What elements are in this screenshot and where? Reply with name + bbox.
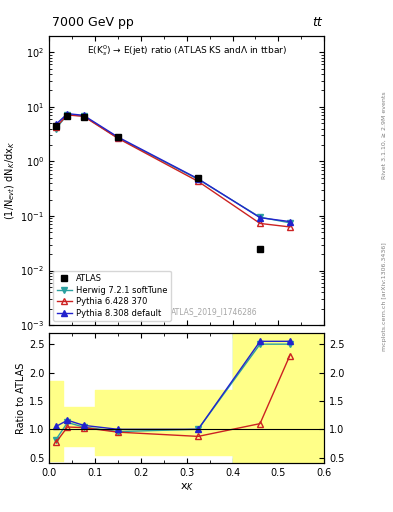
Herwig 7.2.1 softTune (65, 112, 70, 118)
Pythia 8.308 default (196, 176, 200, 182)
Pythia 6.428 370 (288, 224, 292, 230)
Herwig 7.2.1 softTune (53, 125, 59, 132)
ATLAS (258, 246, 263, 252)
Pythia 8.308 default (53, 121, 59, 127)
X-axis label: x$_K$: x$_K$ (180, 481, 194, 493)
Pythia 8.308 default (288, 219, 292, 225)
Text: mcplots.cern.ch [arXiv:1306.3436]: mcplots.cern.ch [arXiv:1306.3436] (382, 243, 387, 351)
Line: Herwig 7.2.1 softTune: Herwig 7.2.1 softTune (53, 112, 293, 226)
Pythia 8.308 default (65, 111, 70, 117)
Pythia 8.308 default (81, 112, 86, 118)
Herwig 7.2.1 softTune (81, 113, 86, 119)
Line: Pythia 8.308 default: Pythia 8.308 default (53, 111, 293, 225)
Line: ATLAS: ATLAS (53, 113, 263, 252)
Pythia 6.428 370 (196, 178, 200, 184)
ATLAS (53, 123, 59, 129)
Herwig 7.2.1 softTune (116, 135, 120, 141)
Pythia 6.428 370 (258, 220, 263, 226)
Pythia 6.428 370 (81, 113, 86, 119)
Text: 7000 GeV pp: 7000 GeV pp (52, 15, 134, 29)
Herwig 7.2.1 softTune (258, 214, 263, 220)
ATLAS (196, 175, 200, 181)
ATLAS (65, 113, 70, 119)
ATLAS (116, 134, 120, 140)
Text: ATLAS_2019_I1746286: ATLAS_2019_I1746286 (171, 307, 257, 316)
Text: Rivet 3.1.10, ≥ 2.9M events: Rivet 3.1.10, ≥ 2.9M events (382, 92, 387, 180)
Herwig 7.2.1 softTune (288, 220, 292, 226)
Pythia 6.428 370 (65, 112, 70, 118)
Line: Pythia 6.428 370: Pythia 6.428 370 (53, 112, 293, 230)
Pythia 6.428 370 (53, 124, 59, 130)
Text: E(K$^0_s$) → E(jet) ratio (ATLAS KS andΛ in ttbar): E(K$^0_s$) → E(jet) ratio (ATLAS KS andΛ… (86, 43, 287, 58)
Text: tt: tt (312, 15, 321, 29)
Pythia 6.428 370 (116, 135, 120, 141)
Y-axis label: (1/N$_{evt}$) dN$_K$/dx$_K$: (1/N$_{evt}$) dN$_K$/dx$_K$ (4, 141, 18, 220)
Legend: ATLAS, Herwig 7.2.1 softTune, Pythia 6.428 370, Pythia 8.308 default: ATLAS, Herwig 7.2.1 softTune, Pythia 6.4… (53, 271, 171, 321)
Herwig 7.2.1 softTune (196, 176, 200, 182)
Pythia 8.308 default (258, 215, 263, 221)
ATLAS (81, 114, 86, 120)
Y-axis label: Ratio to ATLAS: Ratio to ATLAS (16, 362, 26, 434)
Pythia 8.308 default (116, 134, 120, 140)
